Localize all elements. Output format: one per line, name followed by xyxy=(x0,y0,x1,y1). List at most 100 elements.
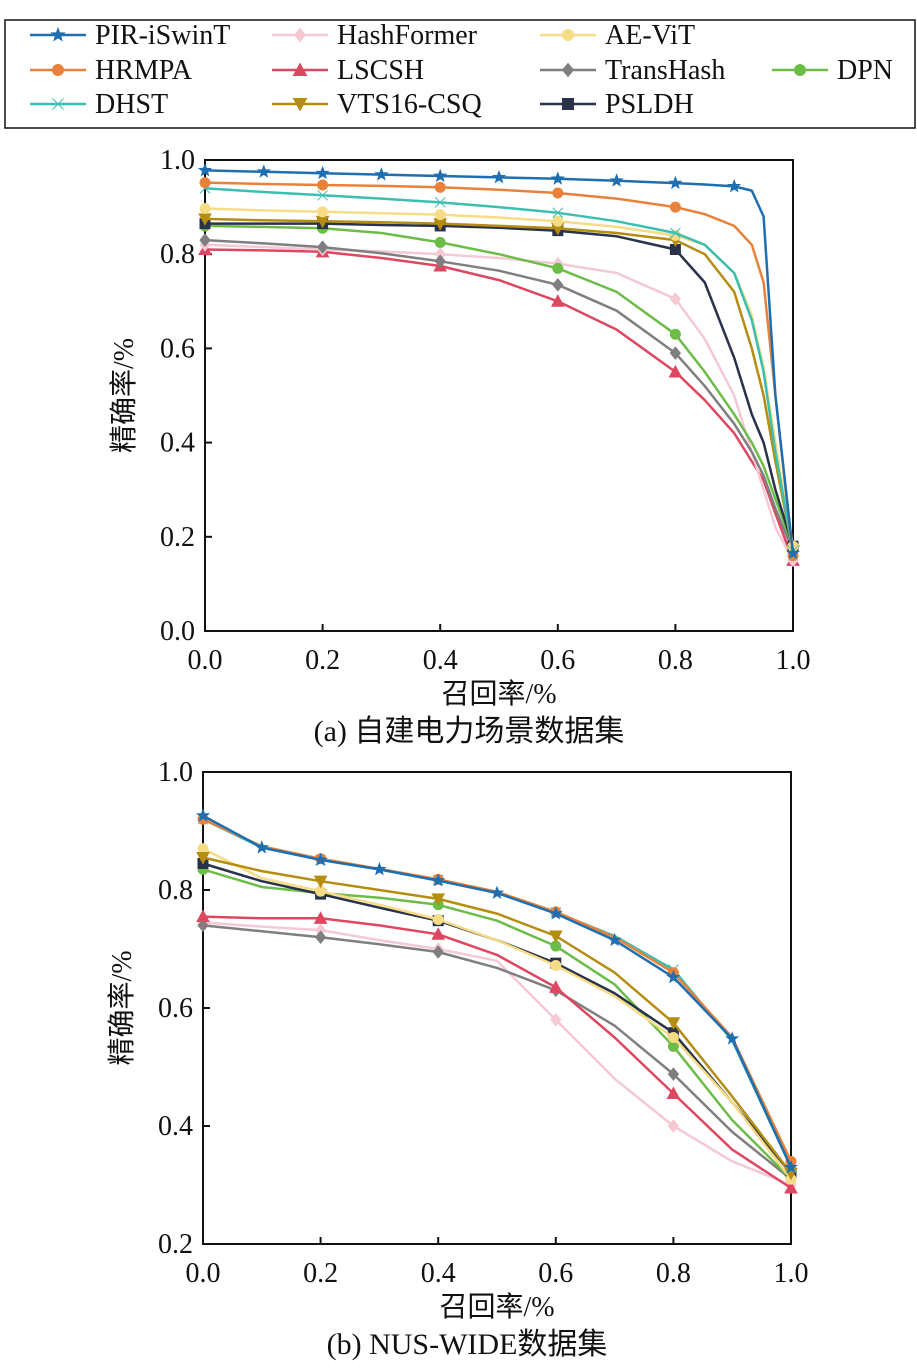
marker-triangle xyxy=(431,927,446,940)
marker-triangle xyxy=(668,364,683,378)
marker-star xyxy=(431,873,446,887)
marker-diamond xyxy=(552,278,564,292)
x-tick-label: 0.6 xyxy=(540,645,575,676)
legend-item: VTS16-CSQ xyxy=(272,89,482,120)
legend-label: VTS16-CSQ xyxy=(337,89,482,120)
x-tick-label: 0.0 xyxy=(188,645,223,676)
chart-a: 0.0 0.2 0.4 0.6 0.8 1.0 0.0 0.2 0.4 0.6 0.8 1.0 召回率/… xyxy=(108,145,811,748)
series-line xyxy=(202,862,792,1174)
marker-star xyxy=(374,167,389,181)
marker-star xyxy=(783,1159,799,1174)
marker-star xyxy=(609,173,624,187)
marker-diamond xyxy=(667,1119,680,1133)
series-line xyxy=(202,921,792,1187)
marker-triangle-down xyxy=(548,930,563,944)
series-line xyxy=(204,217,795,552)
series-hashformer xyxy=(197,915,797,1192)
marker-star xyxy=(548,906,563,920)
series-psldh xyxy=(197,857,797,1179)
y-tick-label: 0.0 xyxy=(160,616,195,647)
x-tick-label: 0.8 xyxy=(658,645,693,676)
chart-title: (b) NUS-WIDE数据集 xyxy=(327,1328,608,1361)
marker-hexagon xyxy=(199,177,211,189)
series-line xyxy=(202,814,793,1168)
marker-star xyxy=(725,1031,740,1045)
marker-hexagon xyxy=(434,209,446,221)
series-dhst xyxy=(197,813,797,1173)
legend-label: AE-ViT xyxy=(605,20,695,51)
marker-hexagon xyxy=(562,29,574,41)
marker-triangle xyxy=(313,911,328,924)
marker-hexagon xyxy=(669,201,681,213)
marker-diamond xyxy=(561,62,575,78)
marker-star xyxy=(254,840,269,854)
legend-item: LSCSH xyxy=(272,55,424,86)
marker-hexagon xyxy=(317,206,329,218)
legend-label: DPN xyxy=(837,55,893,86)
y-tick-label: 0.8 xyxy=(160,239,195,270)
x-axis-label: 召回率/% xyxy=(441,678,556,710)
series-hrmpa xyxy=(197,813,797,1167)
legend: PIR-iSwinT HashFormer AE-ViT HRMPA LSCSH Tran… xyxy=(4,19,916,129)
x-tick-label: 0.2 xyxy=(305,645,340,676)
marker-star xyxy=(256,164,271,178)
marker-hexagon xyxy=(199,203,211,215)
legend-item: DPN xyxy=(772,55,893,86)
marker-circle xyxy=(552,262,564,274)
y-tick-label: 1.0 xyxy=(158,757,193,788)
marker-diamond xyxy=(434,254,446,269)
series-lscsh xyxy=(196,909,798,1194)
chart-b: 0.0 0.2 0.4 0.6 0.8 1.00.20.40.60.81.0召回率/%精确… xyxy=(106,757,809,1361)
marker-star xyxy=(550,171,565,185)
marker-star xyxy=(433,168,448,183)
marker-diamond xyxy=(667,1067,680,1081)
y-axis-label: 精确率/% xyxy=(108,338,140,453)
y-tick-label: 1.0 xyxy=(160,145,195,176)
series-vts16-csq xyxy=(198,213,800,558)
marker-triangle xyxy=(666,1086,681,1100)
marker-x xyxy=(52,98,64,110)
x-tick-label: 1.0 xyxy=(774,1258,809,1289)
x-axis-label: 召回率/% xyxy=(439,1291,554,1323)
legend-item: HRMPA xyxy=(30,55,193,86)
marker-x xyxy=(670,227,681,239)
marker-star xyxy=(727,178,742,193)
x-tick-label: 0.2 xyxy=(303,1258,338,1289)
marker-hexagon xyxy=(552,215,564,227)
series-line xyxy=(204,181,795,556)
legend-label: PIR-iSwinT xyxy=(95,20,230,51)
marker-star xyxy=(489,885,505,899)
series-transhash xyxy=(197,918,797,1186)
marker-diamond xyxy=(316,240,329,254)
marker-triangle-down xyxy=(196,852,210,865)
series-line xyxy=(204,238,795,552)
marker-triangle xyxy=(196,909,210,923)
series-line xyxy=(202,924,792,1181)
marker-triangle-down xyxy=(666,1017,681,1030)
legend-label: HashFormer xyxy=(337,20,478,51)
marker-diamond xyxy=(669,346,682,360)
marker-star xyxy=(313,852,328,866)
marker-star xyxy=(785,545,801,560)
legend-label: LSCSH xyxy=(337,55,424,86)
series-transhash xyxy=(199,233,799,558)
legend-item: DHST xyxy=(30,89,168,120)
marker-hexagon xyxy=(552,187,564,199)
marker-circle xyxy=(669,328,681,340)
x-tick-label: 0.4 xyxy=(423,645,458,676)
series-hrmpa xyxy=(199,177,799,562)
marker-hexagon xyxy=(317,179,329,191)
series-line xyxy=(202,868,792,1180)
marker-square xyxy=(562,98,574,110)
series-line xyxy=(204,224,795,547)
legend-box xyxy=(4,19,916,129)
marker-triangle-down xyxy=(431,893,446,906)
marker-hexagon xyxy=(667,1032,679,1043)
series-line xyxy=(202,915,792,1190)
marker-diamond xyxy=(432,945,444,959)
series-ae-vit xyxy=(197,843,797,1185)
y-axis-label: 精确率/% xyxy=(106,950,138,1065)
y-tick-label: 0.2 xyxy=(160,522,195,553)
marker-triangle xyxy=(784,1180,798,1194)
